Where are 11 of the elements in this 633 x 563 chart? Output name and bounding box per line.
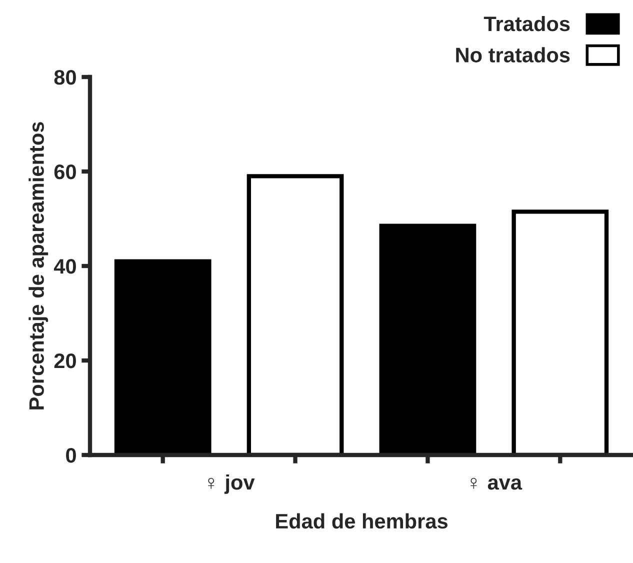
y-tick-label: 0 [66,448,76,463]
x-tick-label: ♀ ava [470,478,522,490]
y-tick-label: 60 [54,164,76,180]
y-tick-label: 40 [54,259,76,274]
x-tick-label: ♀ jov [208,474,255,494]
y-axis-title: Porcentaje de apareamientos [28,122,48,410]
y-tick-label: 20 [54,354,76,368]
x-axis-title: Edad de hembras [276,513,448,529]
y-tick-label: 80 [54,70,76,85]
legend-label: Tratados [484,16,570,32]
legend-label: No tratados [456,47,570,62]
